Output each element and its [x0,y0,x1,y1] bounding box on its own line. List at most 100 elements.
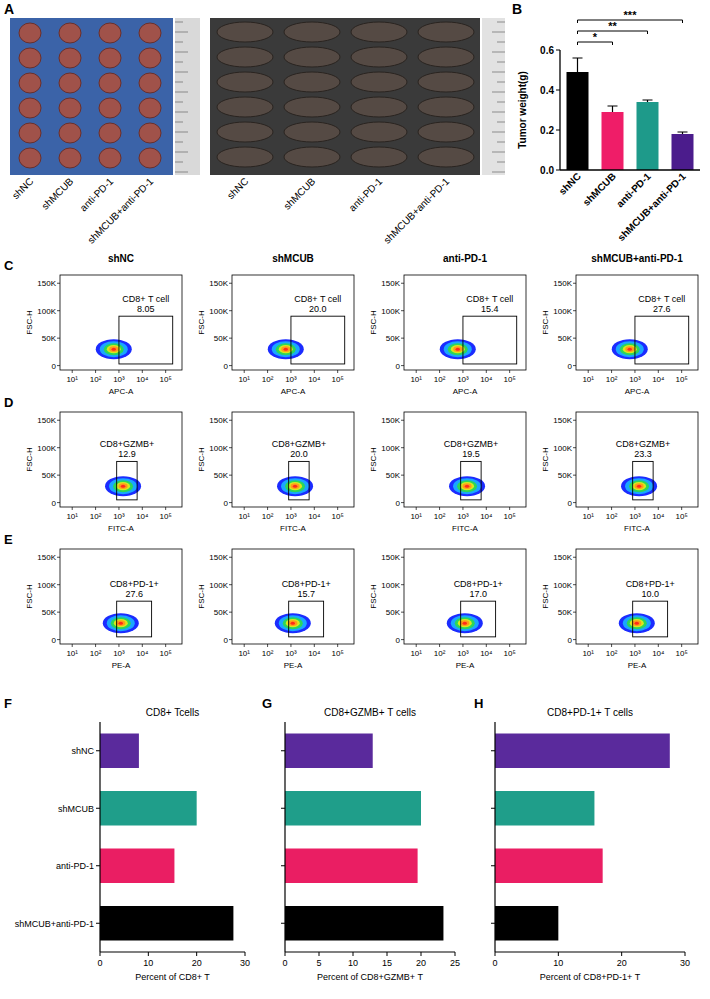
x-tick-label: 10⁴ [308,649,321,658]
density-cloud [283,617,303,629]
x-tick [95,370,96,373]
x-tick-label: 10¹ [410,649,422,658]
density-cloud [632,482,646,490]
x-axis-title: APC-A [625,387,650,396]
gate-label: CD8+GZMB+ [444,439,499,449]
x-tick-label: 10³ [113,512,125,521]
density-cloud [453,346,462,352]
density-cloud [113,480,133,492]
panel-letter: H [474,696,483,711]
gate [635,316,689,364]
tumor [19,23,41,43]
x-tick-label: 20 [617,958,627,968]
density-cloud [291,483,300,489]
x-tick-label: 10⁵ [504,512,516,521]
column-title: shNC [108,253,134,264]
y-tick [229,639,232,640]
y-tick-label: 50K [214,334,229,343]
x-axis [100,951,245,952]
bar [285,906,443,941]
gate-label: CD8+PD-1+ [282,579,331,589]
x-tick-label: 10¹ [238,649,250,658]
x-tick-label: 10² [606,512,618,521]
y-tick-label: shNC [71,746,94,756]
ruler-mark [492,52,505,53]
y-tick [556,130,560,131]
y-tick-label: 150K [381,279,400,288]
x-tick-label: 10⁵ [676,649,688,658]
ruler-mark [175,142,183,143]
y-tick-label: 150K [37,553,56,562]
plot-area [96,316,173,364]
density-cloud [281,346,290,352]
y-tick [57,310,60,311]
bar [672,134,694,170]
y-tick [556,90,560,91]
ruler-mark [175,42,183,43]
y-tick-label: 100K [381,307,400,316]
x-tick [621,952,622,956]
x-tick [142,644,143,647]
density-cloud [288,482,302,490]
density-cloud [619,613,655,633]
ruler-mark [175,22,183,23]
tumor [99,148,121,168]
plot-area [612,316,689,364]
x-tick-label: 10⁴ [136,512,149,521]
x-axis [285,951,455,952]
y-tick [573,584,576,585]
x-tick [455,952,456,956]
x-tick-label: shNC [557,171,583,197]
y-tick-label: 100K [209,444,228,453]
y-axis-title: FSC-H [197,447,206,472]
y-tick [229,420,232,421]
x-tick [118,507,119,510]
density-cloud [635,483,644,489]
density-cloud [111,617,131,629]
y-axis-title: FSC-H [197,584,206,609]
y-tick [556,50,560,51]
x-tick [314,507,315,510]
x-axis-title: FITC-A [108,524,134,533]
x-tick-label: 25 [450,958,460,968]
y-tick [57,447,60,448]
y-tick [401,612,404,613]
group-label: shMCUB+anti-PD-1 [85,175,155,245]
plot-frame [232,275,354,370]
x-tick [267,370,268,373]
x-tick [462,644,463,647]
y-tick [229,557,232,558]
y-tick-label: shMCUB+anti-PD-1 [15,919,94,929]
x-tick-label: 10¹ [582,375,594,384]
x-tick-label: 10³ [285,375,297,384]
gate-label: CD8+ T cell [638,294,685,304]
y-tick-label: 0 [568,499,573,508]
gate [289,461,309,499]
x-tick [142,370,143,373]
gate-label: CD8+PD-1+ [110,579,159,589]
y-tick [57,283,60,284]
gate-value: 8.05 [137,304,155,314]
plot-frame [60,412,182,507]
x-tick [319,952,320,956]
y-tick-label: 0 [224,499,229,508]
x-tick-label: 10² [434,512,446,521]
plot-area [275,601,324,637]
gate-value: 17.0 [469,589,487,599]
density-cloud [629,480,649,492]
gate-value: 10.0 [641,589,659,599]
mouse [284,122,340,142]
x-tick [314,370,315,373]
column-title: shMCUB+anti-PD-1 [591,253,683,264]
y-tick-label: 0 [52,499,57,508]
x-tick [462,507,463,510]
tumor [19,123,41,143]
y-axis-title: FSC-H [541,584,550,609]
density-cloud [281,478,309,494]
y-tick-label: 50K [42,471,57,480]
x-tick [611,507,612,510]
x-tick-label: 10 [553,958,563,968]
x-axis-title: PE-A [112,661,131,670]
y-axis-title: FSC-H [25,310,34,335]
bar [495,734,670,769]
